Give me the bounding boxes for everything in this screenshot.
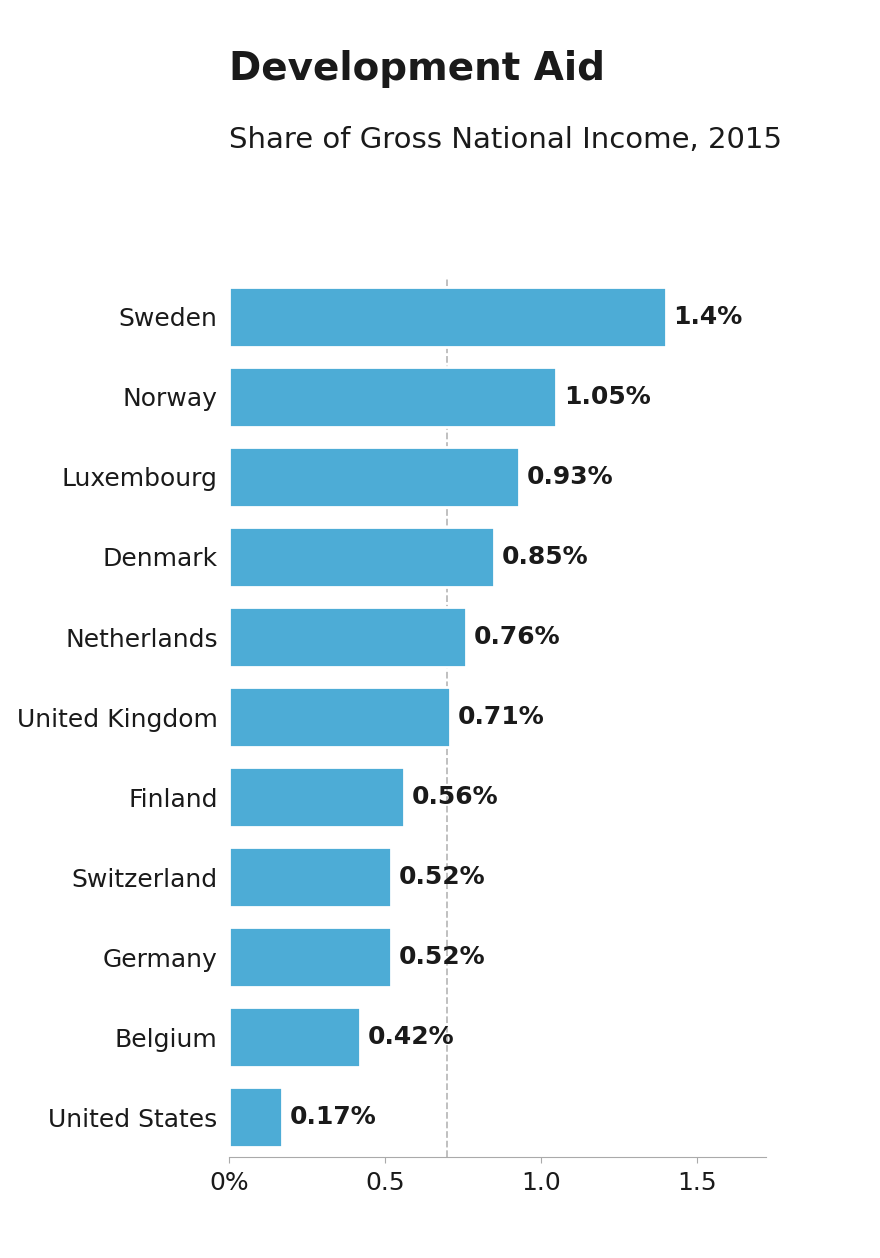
Text: 0.52%: 0.52% <box>399 945 486 969</box>
Bar <box>229 767 404 828</box>
Text: 0.52%: 0.52% <box>399 866 486 889</box>
Bar <box>229 447 519 507</box>
Text: 0.93%: 0.93% <box>527 465 613 489</box>
Bar <box>229 287 666 347</box>
Text: 0.56%: 0.56% <box>411 785 498 809</box>
Text: 0.42%: 0.42% <box>368 1025 454 1049</box>
Text: 1.4%: 1.4% <box>673 304 743 328</box>
Bar <box>229 527 494 587</box>
Bar <box>229 927 391 988</box>
Text: 0.71%: 0.71% <box>458 704 545 730</box>
Text: 0.76%: 0.76% <box>473 625 561 649</box>
Bar <box>229 687 451 747</box>
Bar <box>229 847 391 907</box>
Bar <box>229 606 466 667</box>
Text: 0.17%: 0.17% <box>290 1106 377 1130</box>
Text: Development Aid: Development Aid <box>229 50 605 88</box>
Bar <box>229 367 556 426</box>
Text: Share of Gross National Income, 2015: Share of Gross National Income, 2015 <box>229 126 781 153</box>
Text: 0.85%: 0.85% <box>502 545 589 569</box>
Text: 1.05%: 1.05% <box>564 385 651 409</box>
Bar <box>229 1087 282 1147</box>
Bar <box>229 1008 360 1067</box>
